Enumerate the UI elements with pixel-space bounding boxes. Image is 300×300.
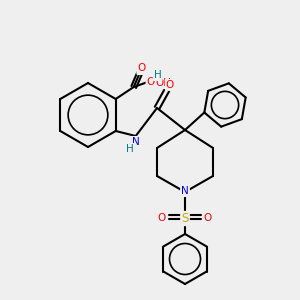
Text: O: O xyxy=(138,64,146,74)
Text: O: O xyxy=(147,77,155,87)
Text: H: H xyxy=(126,144,134,154)
Text: O: O xyxy=(158,213,166,223)
Text: O: O xyxy=(138,63,146,73)
Text: N: N xyxy=(132,137,140,147)
Text: N: N xyxy=(181,186,189,196)
Text: S: S xyxy=(181,212,189,225)
Text: O: O xyxy=(204,213,212,223)
Text: O: O xyxy=(166,80,174,90)
Text: H: H xyxy=(154,70,162,80)
Text: OH: OH xyxy=(156,78,172,88)
